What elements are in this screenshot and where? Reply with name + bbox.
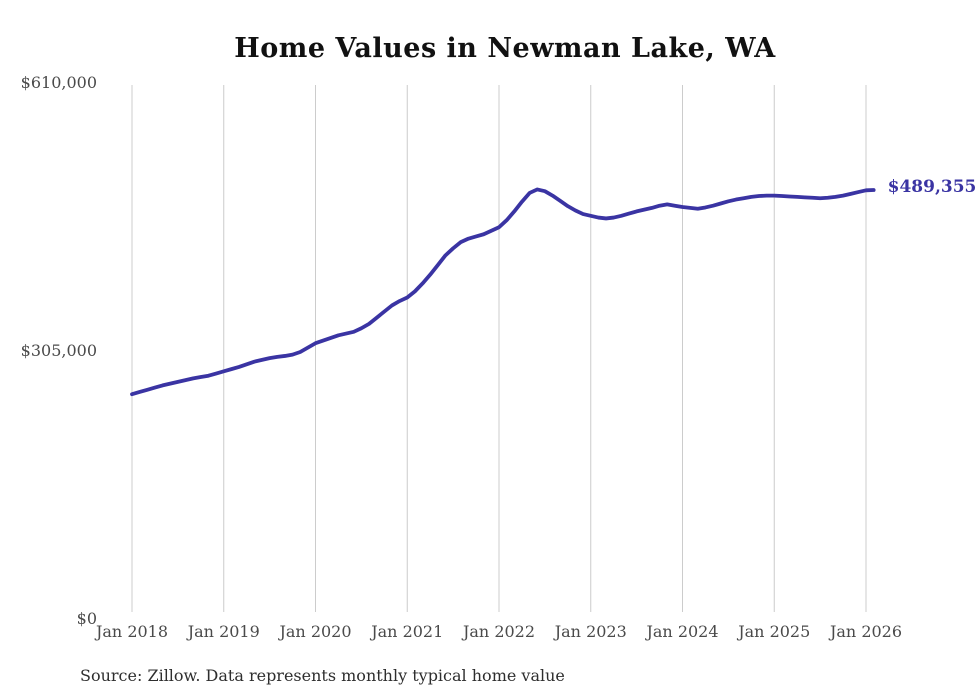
- y-tick-label: $610,000: [20, 73, 97, 92]
- home-value-series-line: [130, 187, 876, 397]
- x-tick-label: Jan 2025: [738, 622, 811, 641]
- x-tick-label: Jan 2019: [187, 622, 260, 641]
- x-tick-label: Jan 2024: [646, 622, 719, 641]
- x-tick-label: Jan 2021: [371, 622, 444, 641]
- x-tick-label: Jan 2020: [279, 622, 352, 641]
- x-tick-label: Jan 2022: [462, 622, 536, 641]
- x-tick-label: Jan 2023: [554, 622, 627, 641]
- y-tick-label: $305,000: [20, 341, 97, 360]
- x-tick-label: Jan 2026: [829, 622, 903, 641]
- source-note: Source: Zillow. Data represents monthly …: [80, 666, 565, 685]
- chart-title: Home Values in Newman Lake, WA: [234, 33, 776, 64]
- y-tick-label: $0: [76, 609, 97, 628]
- current-value-label: $489,355: [887, 177, 977, 197]
- x-tick-label: Jan 2018: [95, 622, 169, 641]
